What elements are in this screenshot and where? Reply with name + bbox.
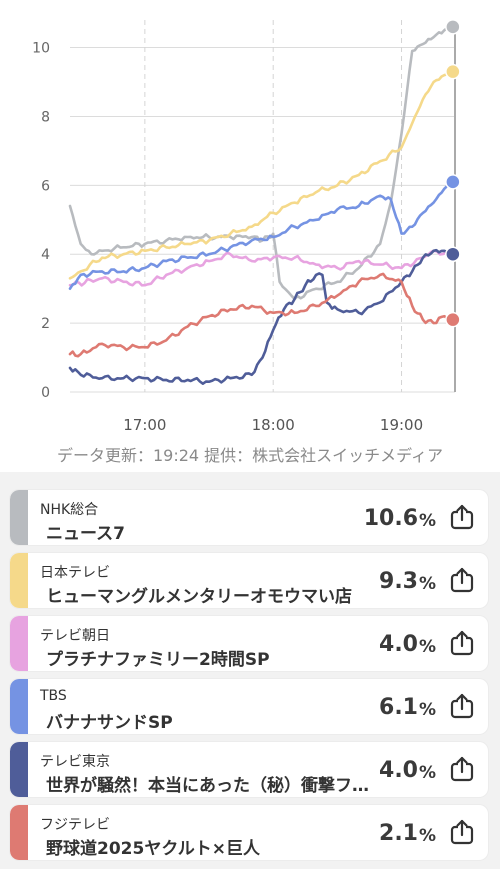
channel-color-bar	[10, 616, 28, 671]
series-line	[68, 248, 455, 385]
channel-card[interactable]: フジテレビ 野球道2025ヤクルト×巨人 2.1 %	[10, 805, 488, 860]
channel-card[interactable]: テレビ東京 世界が騒然！本当にあった（秘）衝撃ファイル 4.0 %	[10, 742, 488, 797]
station-name: NHK総合	[40, 502, 99, 518]
y-tick-label: 2	[41, 316, 50, 332]
station-name: TBS	[40, 688, 67, 704]
x-tick-label: 17:00	[123, 416, 166, 434]
x-tick-label: 18:00	[252, 416, 295, 434]
rating-unit: %	[418, 763, 436, 783]
series-line	[68, 70, 455, 280]
rating-value: 9.3	[379, 569, 418, 594]
station-name: テレビ朝日	[40, 628, 110, 644]
y-tick-label: 4	[41, 247, 50, 263]
series-end-marker	[445, 19, 461, 35]
y-tick-label: 6	[41, 178, 50, 194]
channel-card[interactable]: NHK総合 ニュース7 10.6 %	[10, 490, 488, 545]
rating-unit: %	[418, 511, 436, 531]
station-name: フジテレビ	[40, 817, 110, 833]
chart-svg: 0 2 4 6 8 10 17:00 18:00 19:00	[32, 19, 461, 434]
program-title: バナナサンドSP	[46, 713, 173, 733]
program-title: 世界が騒然！本当にあった（秘）衝撃ファイル	[46, 776, 376, 796]
rating-value: 10.6	[363, 506, 418, 531]
rating-value: 6.1	[379, 695, 418, 720]
series-end-marker	[445, 174, 461, 190]
data-update-footnote: データ更新：19:24 提供：株式会社スイッチメディア	[0, 440, 500, 472]
y-tick-label: 0	[41, 385, 50, 401]
series-end-marker	[445, 63, 461, 80]
channel-color-bar	[10, 679, 28, 734]
channel-color-bar	[10, 553, 28, 608]
rating-value: 4.0	[379, 632, 418, 657]
share-icon[interactable]	[448, 566, 476, 594]
series-line	[68, 272, 455, 358]
station-name: 日本テレビ	[40, 565, 110, 581]
series-line	[68, 249, 455, 287]
share-icon[interactable]	[448, 503, 476, 531]
rating-unit: %	[418, 637, 436, 657]
program-title: ニュース7	[46, 524, 125, 544]
rating-unit: %	[418, 574, 436, 594]
series-line	[68, 180, 455, 290]
channel-color-bar	[10, 805, 28, 860]
rating-value: 4.0	[379, 758, 418, 783]
series-end-marker	[445, 311, 461, 328]
channel-color-bar	[10, 742, 28, 797]
rating-unit: %	[418, 700, 436, 720]
channel-card[interactable]: テレビ朝日 プラチナファミリー2時間SP 4.0 %	[10, 616, 488, 671]
series-line	[68, 25, 455, 301]
share-icon[interactable]	[448, 629, 476, 657]
channel-card[interactable]: TBS バナナサンドSP 6.1 %	[10, 679, 488, 734]
program-title: 野球道2025ヤクルト×巨人	[46, 839, 261, 859]
station-name: テレビ東京	[40, 754, 110, 770]
x-tick-label: 19:00	[380, 416, 423, 434]
series-end-marker	[445, 246, 461, 262]
channel-color-bar	[10, 490, 28, 545]
ratings-chart: 0 2 4 6 8 10 17:00 18:00 19:00	[0, 0, 500, 440]
rating-value: 2.1	[379, 821, 418, 846]
channel-list: NHK総合 ニュース7 10.6 % 日本テレビ ヒューマングルメンタリーオモウ…	[10, 490, 488, 868]
share-icon[interactable]	[448, 818, 476, 846]
share-icon[interactable]	[448, 692, 476, 720]
y-tick-label: 10	[32, 41, 50, 57]
rating-unit: %	[418, 826, 436, 846]
program-title: プラチナファミリー2時間SP	[46, 650, 270, 670]
program-title: ヒューマングルメンタリーオモウマい店	[46, 587, 352, 607]
share-icon[interactable]	[448, 755, 476, 783]
channel-card[interactable]: 日本テレビ ヒューマングルメンタリーオモウマい店 9.3 %	[10, 553, 488, 608]
y-tick-label: 8	[41, 109, 50, 125]
